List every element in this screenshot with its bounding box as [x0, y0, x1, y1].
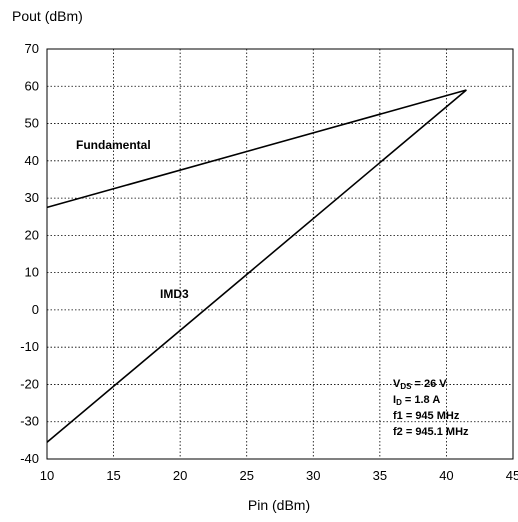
- x-tick-label: 10: [40, 468, 54, 483]
- x-tick-label: 20: [173, 468, 187, 483]
- y-tick-label: 70: [25, 41, 39, 56]
- y-tick-label: 10: [25, 265, 39, 280]
- y-tick-label: -10: [20, 339, 39, 354]
- y-tick-label: 20: [25, 227, 39, 242]
- x-axis-label: Pin (dBm): [247, 497, 311, 513]
- y-tick-label: 50: [25, 116, 39, 131]
- y-axis-label: Pout (dBm): [12, 8, 83, 24]
- condition-text: f1 = 945 MHz: [393, 410, 460, 422]
- x-tick-label: 35: [373, 468, 387, 483]
- x-tick-label: 40: [439, 468, 453, 483]
- x-tick-labels: 10 15 20 25 30 35 40 45: [40, 468, 518, 483]
- series-label-fundamental: Fundamental: [76, 138, 151, 152]
- y-tick-label: 60: [25, 78, 39, 93]
- x-tick-label: 30: [306, 468, 320, 483]
- y-tick-label: 0: [32, 302, 39, 317]
- condition-text: f2 = 945.1 MHz: [393, 426, 469, 438]
- plot-frame: [46, 48, 514, 460]
- x-tick-label: 25: [239, 468, 253, 483]
- y-tick-label: -30: [20, 414, 39, 429]
- y-tick-label: 40: [25, 153, 39, 168]
- condition-text: VDS = 26 V: [393, 378, 447, 391]
- y-tick-label: -20: [20, 376, 39, 391]
- series-lines: [46, 89, 467, 443]
- y-tick-labels: 70 60 50 40 30 20 10 0 -10 -20 -30 -40: [20, 41, 39, 466]
- y-tick-label: -40: [20, 451, 39, 466]
- condition-text: ID = 1.8 A: [393, 394, 440, 407]
- x-tick-label: 15: [106, 468, 120, 483]
- grid-lines: [47, 49, 513, 459]
- series-line-fundamental: [46, 89, 467, 209]
- series-label-imd3: IMD3: [160, 287, 189, 301]
- operating-conditions: VDS = 26 V ID = 1.8 A f1 = 945 MHz f2 = 945…: [393, 378, 469, 438]
- series-line-imd3: [46, 89, 467, 443]
- y-tick-label: 30: [25, 190, 39, 205]
- x-tick-label: 45: [506, 468, 518, 483]
